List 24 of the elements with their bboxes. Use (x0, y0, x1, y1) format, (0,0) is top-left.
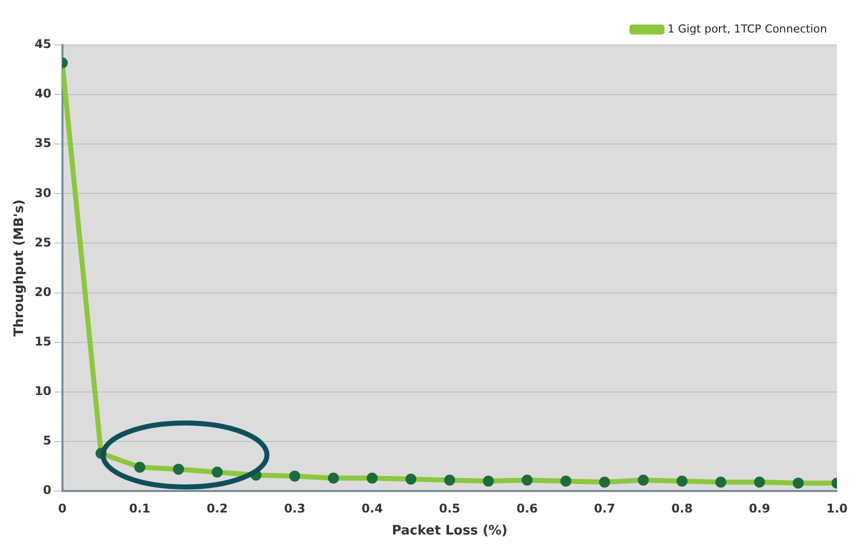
x-tick-label: 0.2 (206, 501, 228, 516)
x-tick-label: 0.8 (671, 501, 693, 516)
x-tick-label: 0.7 (594, 501, 616, 516)
x-tick-label: 0 (58, 501, 66, 516)
x-tick-label: 0.3 (284, 501, 306, 516)
x-axis-title: Packet Loss (%) (392, 524, 508, 539)
y-tick-label: 20 (34, 284, 52, 299)
x-tick-label: 0.4 (362, 501, 383, 516)
x-tick-label: 0.5 (439, 501, 460, 516)
y-tick-label: 0 (42, 483, 52, 498)
y-axis-title: Throughput (MB's) (12, 199, 28, 337)
y-tick-label: 35 (34, 136, 52, 150)
y-tick-label: 25 (34, 235, 52, 250)
y-tick-label: 10 (34, 384, 52, 398)
x-tick-label: 0.1 (129, 501, 150, 516)
x-tick-label: 1.0 (826, 501, 848, 516)
x-tick-label: 0.9 (748, 501, 770, 516)
y-tick-label: 5 (42, 434, 52, 448)
y-tick-label: 15 (34, 334, 52, 348)
legend-label: 1 Gigt port, 1TCP Connection (667, 22, 828, 36)
x-tick-label: 0.6 (516, 501, 538, 516)
y-tick-label: 40 (34, 86, 52, 101)
y-tick-label: 45 (34, 37, 52, 52)
y-tick-label: 30 (34, 186, 52, 200)
